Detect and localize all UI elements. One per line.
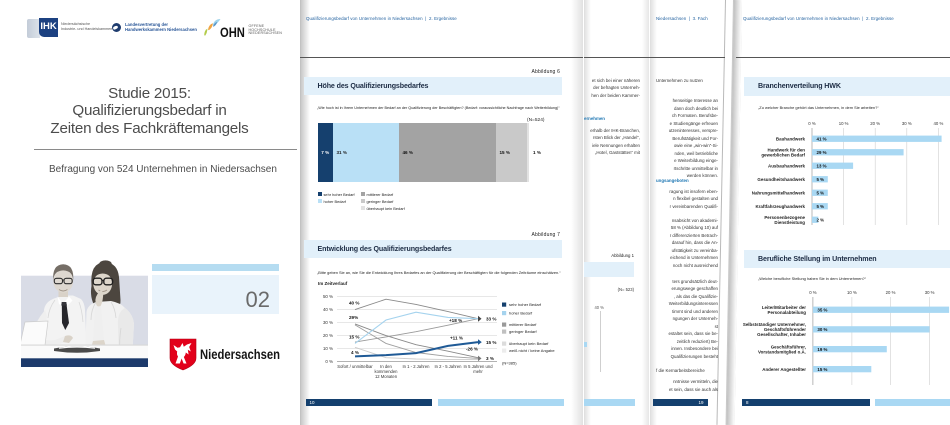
svg-text:3 %: 3 % [486,356,494,361]
svg-text:0 %: 0 % [809,290,817,295]
svg-text:Bauhandwerk: Bauhandwerk [776,137,806,142]
svg-text:Gesundheitshandwerk: Gesundheitshandwerk [757,177,805,182]
svg-text:hoher Bedarf: hoher Bedarf [509,311,533,316]
svg-text:5 %: 5 % [817,177,825,182]
svg-text:Geschäftsführender: Geschäftsführender [764,327,806,332]
svg-text:+11 %: +11 % [450,336,463,341]
svg-text:20 %: 20 % [886,290,896,295]
svg-text:Nahrungsmittelhandwerk: Nahrungsmittelhandwerk [752,191,806,196]
svg-text:Geschäftsführer,: Geschäftsführer, [771,345,806,350]
svg-text:30 %: 30 % [902,121,912,126]
svg-text:4 %: 4 % [351,350,359,355]
svg-text:40 %: 40 % [934,121,944,126]
svg-text:0 %: 0 % [325,359,333,364]
svg-text:15 %: 15 % [349,335,359,340]
svg-text:Personenbezogene: Personenbezogene [764,215,805,220]
svg-text:2 %: 2 % [817,218,825,223]
svg-text:In 1 - 2 Jahren: In 1 - 2 Jahren [402,364,430,369]
svg-text:kommenden: kommenden [374,369,398,374]
svg-text:30 %: 30 % [323,320,333,325]
svg-text:In den: In den [380,364,392,369]
svg-text:sehr hoher Bedarf: sehr hoher Bedarf [509,302,542,307]
svg-text:gewerblichen Bedarf: gewerblichen Bedarf [761,153,805,158]
svg-text:Leiter/Mitarbeiter der: Leiter/Mitarbeiter der [762,305,806,310]
svg-text:33 %: 33 % [486,317,496,322]
svg-text:19 %: 19 % [817,347,827,352]
svg-text:30 %: 30 % [817,327,827,332]
svg-text:29%: 29% [349,315,358,320]
svg-text:+18 %: +18 % [449,318,462,323]
svg-text:13 %: 13 % [817,164,827,169]
svg-text:5 %: 5 % [817,191,825,196]
svg-text:Ausbauhandwerk: Ausbauhandwerk [768,164,806,169]
svg-text:(N=385): (N=385) [502,361,517,366]
svg-text:10 %: 10 % [847,290,857,295]
svg-text:mehr: mehr [473,369,483,374]
svg-text:40 %: 40 % [349,301,359,306]
svg-text:41 %: 41 % [817,137,827,142]
svg-text:50 %: 50 % [323,294,333,299]
svg-text:-26 %: -26 % [466,347,478,352]
svg-text:20 %: 20 % [323,333,333,338]
svg-text:40 %: 40 % [323,307,333,312]
svg-text:29 %: 29 % [817,150,827,155]
svg-text:Sofort / unmittelbar: Sofort / unmittelbar [337,364,373,369]
svg-text:35 %: 35 % [817,308,827,313]
svg-text:15 %: 15 % [817,367,827,372]
svg-text:Kraftfahrzeughandwerk: Kraftfahrzeughandwerk [755,204,805,209]
svg-text:Anderer Angestellter: Anderer Angestellter [762,367,806,372]
svg-text:überhaupt kein Bedarf: überhaupt kein Bedarf [509,341,549,346]
svg-text:0 %: 0 % [808,121,816,126]
svg-text:10 %: 10 % [323,346,333,351]
svg-text:Dienstleistung: Dienstleistung [774,220,805,225]
svg-text:geringer Bedarf: geringer Bedarf [509,329,537,334]
svg-text:Gesellschafter, Inhaber: Gesellschafter, Inhaber [757,332,806,337]
svg-text:In 2 - 5 Jahren: In 2 - 5 Jahren [434,364,462,369]
svg-text:15 %: 15 % [486,340,496,345]
svg-text:Personalabteilung: Personalabteilung [768,310,807,315]
svg-text:30 %: 30 % [925,290,935,295]
svg-text:In 5 Jahren und: In 5 Jahren und [463,364,493,369]
svg-text:10 %: 10 % [839,121,849,126]
svg-text:Handwerk für den: Handwerk für den [768,148,806,153]
svg-text:20 %: 20 % [870,121,880,126]
svg-text:12 Monaten: 12 Monaten [375,374,398,379]
svg-text:5 %: 5 % [817,204,825,209]
svg-text:weiß nicht / keine Angabe: weiß nicht / keine Angabe [509,348,555,353]
svg-text:Vorstandsmitglied o.Ä.: Vorstandsmitglied o.Ä. [758,349,806,355]
svg-text:Selbstständiger Unternehmer,: Selbstständiger Unternehmer, [743,322,806,327]
svg-text:mittlerer Bedarf: mittlerer Bedarf [509,322,537,327]
